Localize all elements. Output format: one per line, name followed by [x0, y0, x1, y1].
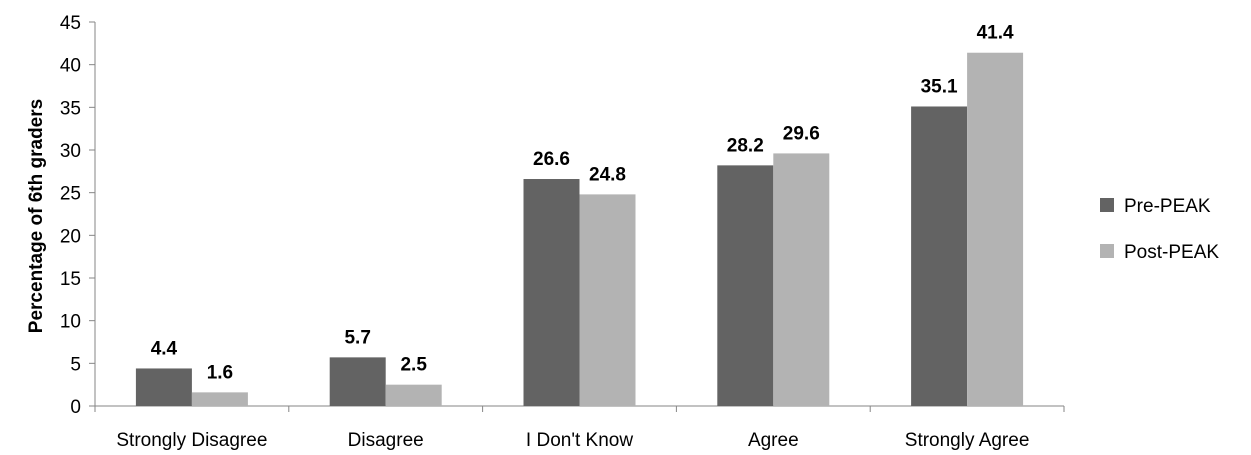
x-tick-label: I Don't Know — [526, 430, 633, 451]
x-tick-label: Disagree — [348, 430, 424, 451]
data-label: 5.7 — [344, 327, 370, 348]
data-label: 4.4 — [151, 338, 178, 359]
legend: Pre-PEAK Post-PEAK — [1100, 196, 1219, 263]
y-tick-label: 10 — [60, 312, 81, 333]
bars — [135, 52, 1024, 406]
data-label: 35.1 — [921, 76, 958, 97]
y-tick-label: 15 — [60, 269, 81, 290]
bar-pre-peak — [523, 179, 580, 406]
data-label: 26.6 — [533, 149, 570, 170]
bar-post-peak — [385, 384, 442, 406]
bar-pre-peak — [717, 165, 774, 406]
legend-label: Post-PEAK — [1124, 242, 1219, 263]
y-tick-label: 45 — [60, 13, 81, 34]
bar-pre-peak — [911, 106, 968, 406]
bar-post-peak — [191, 392, 248, 406]
legend-label: Pre-PEAK — [1124, 196, 1211, 217]
y-axis-title: Percentage of 6th graders — [26, 99, 47, 333]
x-tick-label: Strongly Disagree — [116, 430, 267, 451]
bar-post-peak — [579, 194, 636, 406]
x-tick-label: Agree — [748, 430, 799, 451]
data-label: 28.2 — [727, 135, 764, 156]
bar-pre-peak — [329, 357, 386, 406]
bar-post-peak — [773, 153, 830, 406]
y-tick-label: 40 — [60, 56, 81, 77]
axes: 0 5 10 15 20 25 30 35 40 45 Strongly Disagree Disag… — [60, 13, 1065, 451]
y-tick-label: 25 — [60, 184, 81, 205]
data-label: 2.5 — [400, 355, 427, 376]
y-tick-label: 30 — [60, 141, 81, 162]
bar-pre-peak — [135, 368, 192, 406]
data-labels: 4.4 1.6 5.7 2.5 26.6 24.8 28.2 29.6 35.1 41.4 — [151, 23, 1014, 384]
data-label: 1.6 — [207, 362, 233, 383]
x-tick-label: Strongly Agree — [905, 430, 1030, 451]
data-label: 29.6 — [783, 123, 820, 144]
bar-post-peak — [967, 52, 1024, 406]
y-tick-label: 35 — [60, 98, 81, 119]
y-tick-label: 0 — [70, 397, 81, 418]
y-tick-label: 5 — [70, 354, 81, 375]
data-label: 41.4 — [977, 23, 1014, 44]
data-label: 24.8 — [589, 164, 626, 185]
legend-swatch — [1100, 198, 1114, 212]
legend-swatch — [1100, 244, 1114, 258]
y-tick-label: 20 — [60, 226, 81, 247]
